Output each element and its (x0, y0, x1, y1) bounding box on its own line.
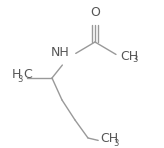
Text: 3: 3 (113, 139, 118, 148)
Text: H: H (12, 67, 21, 81)
Text: CH: CH (100, 132, 118, 144)
Text: 3: 3 (17, 74, 22, 83)
Text: C: C (23, 67, 32, 81)
Text: CH: CH (120, 49, 138, 62)
Text: 3: 3 (132, 56, 137, 65)
Text: O: O (90, 5, 100, 18)
Text: NH: NH (51, 45, 69, 58)
